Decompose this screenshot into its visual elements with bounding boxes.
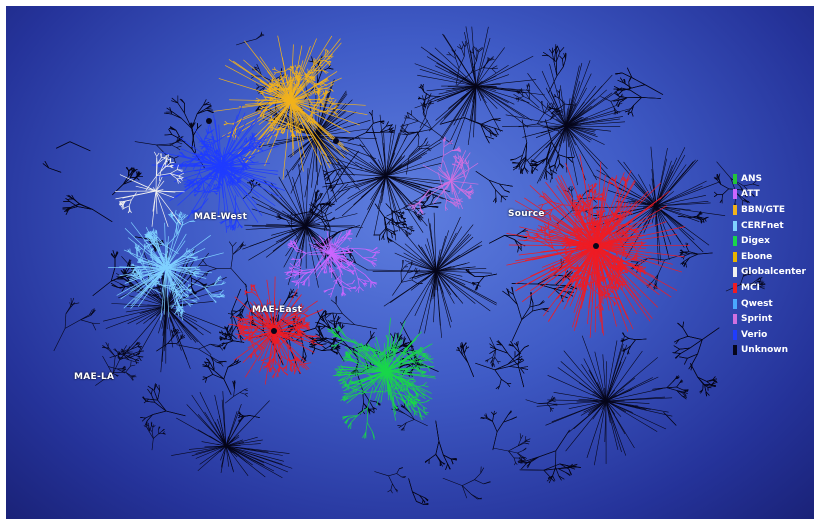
network-graph bbox=[42, 26, 766, 505]
legend-item: BBN/GTE bbox=[733, 202, 813, 218]
legend-item: Unknown bbox=[733, 343, 813, 359]
legend-label: Digex bbox=[741, 236, 770, 247]
verio-cluster bbox=[151, 105, 285, 233]
legend-label: ATT bbox=[741, 189, 760, 200]
legend-label: Globalcenter bbox=[741, 267, 806, 278]
legend-swatch bbox=[733, 282, 737, 293]
legend-item: Sprint bbox=[733, 311, 813, 327]
legend-swatch bbox=[733, 173, 737, 184]
legend-swatch bbox=[733, 314, 737, 325]
legend-item: Ebone bbox=[733, 249, 813, 265]
unknown-links bbox=[42, 26, 766, 505]
hub-label-mae-west: MAE-West bbox=[194, 212, 248, 222]
legend-item: ANS bbox=[733, 171, 813, 187]
hub-label-mae-la: MAE-LA bbox=[74, 372, 115, 382]
hub-node bbox=[206, 118, 212, 124]
legend-label: CERFnet bbox=[741, 220, 784, 231]
legend-item: Globalcenter bbox=[733, 265, 813, 281]
legend-label: Qwest bbox=[741, 298, 773, 309]
mci-east-cluster bbox=[228, 276, 324, 385]
internet-map-image: MAE-West MAE-East MAE-LA Source ANS ATT BB… bbox=[6, 6, 814, 519]
globalcenter-cluster bbox=[114, 151, 185, 228]
legend-swatch bbox=[733, 220, 737, 231]
att-cluster bbox=[284, 229, 381, 298]
legend-label: Verio bbox=[741, 329, 768, 340]
hub-node bbox=[593, 243, 599, 249]
legend-swatch bbox=[733, 236, 737, 247]
legend-swatch bbox=[733, 267, 737, 278]
legend-swatch bbox=[733, 204, 737, 215]
legend-item: Verio bbox=[733, 327, 813, 343]
legend-label: BBN/GTE bbox=[741, 204, 786, 215]
legend-label: Unknown bbox=[741, 345, 789, 356]
hub-label-source: Source bbox=[508, 209, 545, 219]
legend-item: MCI bbox=[733, 280, 813, 296]
legend-item: Qwest bbox=[733, 296, 813, 312]
legend-item: ATT bbox=[733, 187, 813, 203]
hub-label-mae-east: MAE-East bbox=[252, 305, 303, 315]
legend-item: Digex bbox=[733, 233, 813, 249]
legend-label: Ebone bbox=[741, 251, 773, 262]
legend-swatch bbox=[733, 189, 737, 200]
hub-node bbox=[271, 328, 277, 334]
bbn-cluster bbox=[213, 35, 368, 180]
mci-cluster bbox=[506, 154, 691, 338]
legend: ANS ATT BBN/GTE CERFnet Digex Ebone Globalcent… bbox=[733, 171, 813, 358]
legend-swatch bbox=[733, 251, 737, 262]
legend-label: ANS bbox=[741, 173, 762, 184]
legend-label: Sprint bbox=[741, 314, 773, 325]
legend-swatch bbox=[733, 329, 737, 340]
legend-item: CERFnet bbox=[733, 218, 813, 234]
legend-label: MCI bbox=[741, 282, 760, 293]
digex-cluster bbox=[327, 317, 436, 440]
legend-swatch bbox=[733, 298, 737, 309]
hub-node bbox=[333, 138, 339, 144]
legend-swatch bbox=[733, 345, 737, 356]
sprint-cluster bbox=[408, 136, 479, 215]
cerfnet-cluster bbox=[108, 209, 226, 321]
